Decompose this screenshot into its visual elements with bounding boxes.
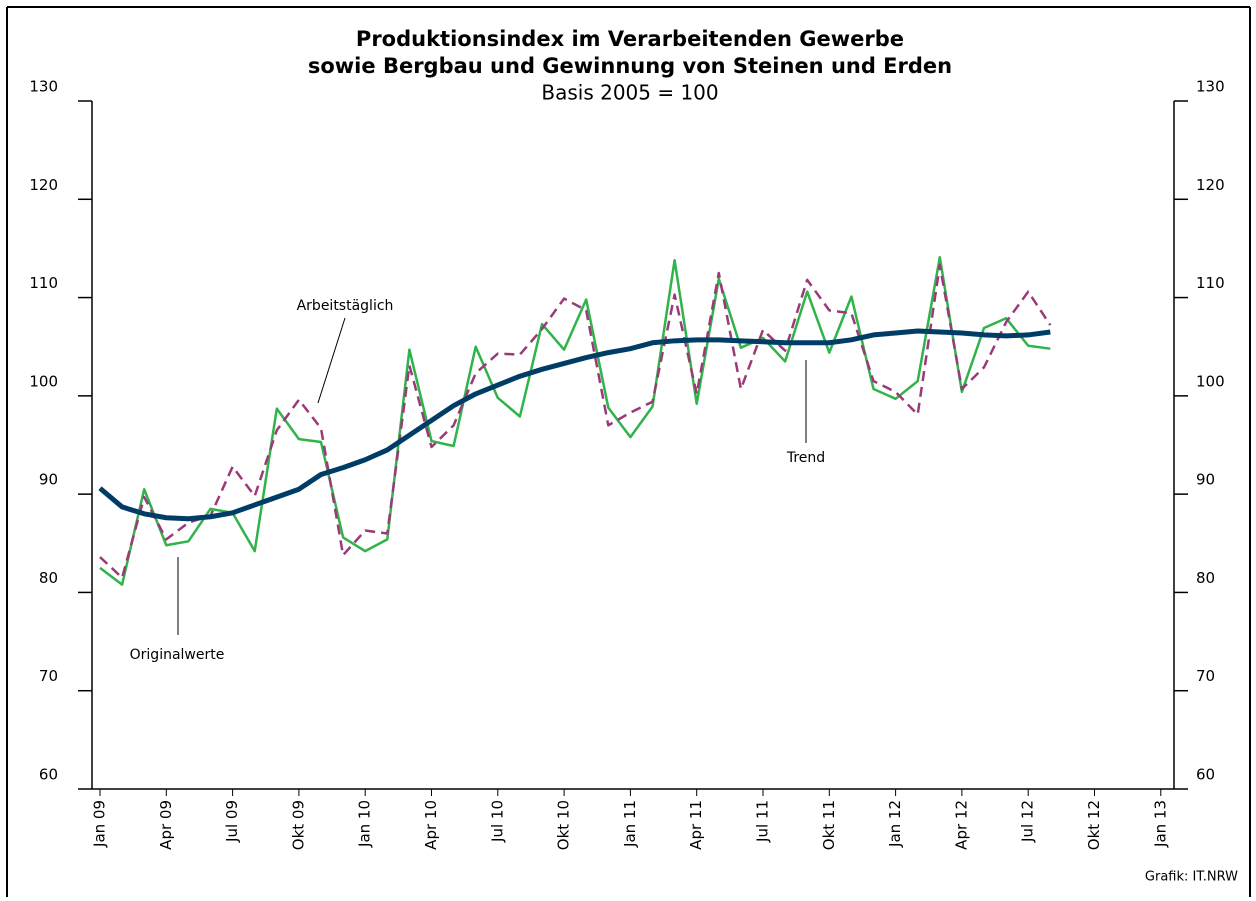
series-line (98, 328, 1051, 522)
y2-tick-label: 100 (1196, 372, 1225, 390)
x-tick-label: Jan 13 (1151, 800, 1169, 848)
x-tick-label: Okt 11 (820, 800, 838, 850)
series-label: Trend (786, 450, 825, 466)
x-tick-label: Apr 12 (952, 800, 970, 850)
x-tick-label: Okt 09 (289, 800, 307, 850)
y2-tick-label: 80 (1196, 569, 1215, 587)
y2-tick-label: 120 (1196, 176, 1225, 194)
x-tick-label: Apr 11 (687, 800, 705, 850)
y-tick-label: 70 (39, 667, 58, 685)
x-tick-label: Jul 09 (223, 800, 241, 843)
x-tick-label: Jul 10 (488, 800, 506, 843)
y2-tick-label: 110 (1196, 274, 1225, 292)
y-tick-label: 60 (39, 766, 58, 784)
chart-subtitle: Basis 2005 = 100 (541, 81, 718, 105)
y2-tick-label: 70 (1196, 667, 1215, 685)
y-tick-label: 110 (29, 274, 58, 292)
x-tick-label: Jan 10 (356, 800, 374, 848)
series-line (99, 263, 1052, 579)
series-label: Originalwerte (130, 647, 225, 663)
x-tick-label: Okt 10 (555, 800, 573, 850)
y-tick-label: 90 (39, 471, 58, 489)
x-tick-label: Jan 12 (886, 800, 904, 848)
leader-line (317, 317, 346, 404)
source: Grafik: IT.NRW (1145, 870, 1238, 885)
x-tick-label: Jan 11 (621, 800, 639, 848)
y-tick-label: 100 (29, 372, 58, 390)
y2-tick-label: 90 (1196, 471, 1215, 489)
y-tick-label: 130 (29, 78, 58, 96)
y2-tick-label: 60 (1196, 766, 1215, 784)
x-tick-label: Jan 09 (91, 800, 109, 848)
y-tick-label: 80 (39, 569, 58, 587)
y2-tick-label: 130 (1196, 78, 1225, 96)
series-line (99, 256, 1051, 586)
x-tick-label: Apr 10 (422, 800, 440, 850)
chart-title: sowie Bergbau und Gewinnung von Steinen … (308, 54, 952, 78)
chart-title: Produktionsindex im Verarbeitenden Gewer… (356, 27, 904, 51)
x-tick-label: Jul 12 (1019, 800, 1037, 843)
y-tick-label: 120 (29, 176, 58, 194)
x-tick-label: Jul 11 (754, 800, 772, 843)
x-tick-label: Okt 12 (1085, 800, 1103, 850)
x-tick-label: Apr 09 (157, 800, 175, 850)
series-label: Arbeitstäglich (297, 298, 394, 314)
